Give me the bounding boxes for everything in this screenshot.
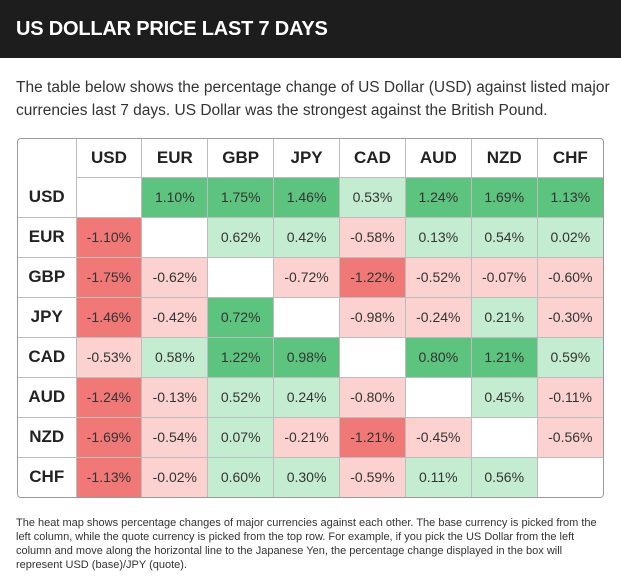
heatmap-cell-jpy-chf: -0.30% <box>536 296 603 338</box>
heatmap-cell-nzd-jpy: -0.21% <box>273 416 340 458</box>
heatmap-row-usd: USD 1.10% 1.75% 1.46% 0.53% 1.24% 1.69% 1.13% <box>18 176 603 218</box>
heatmap-row-jpy: JPY -1.46% -0.42% 0.72% -0.98% -0.24% 0.21% -0.… <box>18 296 603 338</box>
heatmap-cell-nzd-gbp: 0.07% <box>207 416 275 458</box>
heatmap-cell-gbp-jpy: -0.72% <box>273 256 340 298</box>
heatmap-cell-gbp-cad: -1.22% <box>339 256 406 298</box>
heatmap-cell-usd-nzd: 1.69% <box>470 176 538 218</box>
heatmap-cell-chf-chf <box>536 456 603 497</box>
column-header-cad: CAD <box>339 139 406 177</box>
heatmap-cell-usd-aud: 1.24% <box>404 176 472 218</box>
heatmap-row-eur: EUR -1.10% 0.62% 0.42% -0.58% 0.13% 0.54% 0.02% <box>18 216 603 258</box>
column-header-chf: CHF <box>536 139 603 177</box>
heatmap-cell-jpy-usd: -1.46% <box>75 296 143 338</box>
heatmap-cell-usd-jpy: 1.46% <box>273 176 340 218</box>
heatmap-cell-jpy-jpy <box>273 296 340 338</box>
heatmap-cell-nzd-eur: -0.54% <box>141 416 209 458</box>
heatmap-cell-jpy-nzd: 0.21% <box>470 296 538 338</box>
heatmap-cell-eur-gbp: 0.62% <box>207 216 275 258</box>
row-header-gbp: GBP <box>18 256 77 298</box>
heatmap-cell-gbp-chf: -0.60% <box>536 256 603 298</box>
heatmap-cell-nzd-chf: -0.56% <box>536 416 603 458</box>
row-header-aud: AUD <box>18 376 77 418</box>
heatmap-cell-chf-jpy: 0.30% <box>273 456 340 497</box>
heatmap-row-chf: CHF -1.13% -0.02% 0.60% 0.30% -0.59% 0.11% 0.56… <box>18 456 603 497</box>
heatmap-cell-jpy-aud: -0.24% <box>404 296 472 338</box>
heatmap-cell-chf-gbp: 0.60% <box>207 456 275 497</box>
heatmap-cell-aud-cad: -0.80% <box>339 376 406 418</box>
heatmap-cell-jpy-gbp: 0.72% <box>207 296 275 338</box>
heatmap-cell-nzd-usd: -1.69% <box>75 416 143 458</box>
column-header-aud: AUD <box>404 139 472 177</box>
column-header-jpy: JPY <box>273 139 340 177</box>
row-header-jpy: JPY <box>18 296 77 338</box>
column-header-eur: EUR <box>141 139 209 177</box>
heatmap-cell-usd-chf: 1.13% <box>536 176 603 218</box>
heatmap-cell-usd-gbp: 1.75% <box>207 176 275 218</box>
heatmap-cell-aud-gbp: 0.52% <box>207 376 275 418</box>
heatmap-cell-cad-aud: 0.80% <box>404 336 472 378</box>
heatmap-cell-cad-usd: -0.53% <box>75 336 143 378</box>
heatmap-cell-eur-jpy: 0.42% <box>273 216 340 258</box>
heatmap-cell-nzd-cad: -1.21% <box>339 416 406 458</box>
heatmap-cell-aud-nzd: 0.45% <box>470 376 538 418</box>
row-header-nzd: NZD <box>18 416 77 458</box>
currency-heatmap-table: USD EUR GBP JPY CAD AUD NZD CHF USD 1.10%… <box>18 139 603 497</box>
column-header-usd: USD <box>75 139 143 177</box>
heatmap-cell-cad-cad <box>339 336 406 378</box>
heatmap-cell-aud-chf: -0.11% <box>536 376 603 418</box>
intro-text: The table below shows the percentage cha… <box>16 79 610 119</box>
heatmap-cell-cad-chf: 0.59% <box>536 336 603 378</box>
heatmap-cell-cad-eur: 0.58% <box>141 336 209 378</box>
row-header-cad: CAD <box>18 336 77 378</box>
heatmap-corner-cell <box>18 139 77 177</box>
heatmap-cell-aud-eur: -0.13% <box>141 376 209 418</box>
heatmap-table-container: USD EUR GBP JPY CAD AUD NZD CHF USD 1.10%… <box>17 138 604 498</box>
heatmap-cell-gbp-aud: -0.52% <box>404 256 472 298</box>
heatmap-cell-chf-eur: -0.02% <box>141 456 209 497</box>
row-header-usd: USD <box>18 177 77 218</box>
heatmap-cell-aud-aud <box>404 376 472 418</box>
heatmap-cell-gbp-eur: -0.62% <box>141 256 209 298</box>
heatmap-cell-usd-cad: 0.53% <box>339 176 406 218</box>
heatmap-cell-gbp-gbp <box>207 256 275 298</box>
heatmap-row-nzd: NZD -1.69% -0.54% 0.07% -0.21% -1.21% -0.45% -0… <box>18 416 603 458</box>
page-header: US DOLLAR PRICE LAST 7 DAYS <box>0 0 621 58</box>
heatmap-cell-jpy-eur: -0.42% <box>141 296 209 338</box>
heatmap-cell-eur-nzd: 0.54% <box>470 216 538 258</box>
heatmap-cell-nzd-aud: -0.45% <box>404 416 472 458</box>
heatmap-row-aud: AUD -1.24% -0.13% 0.52% 0.24% -0.80% 0.45% -0.1… <box>18 376 603 418</box>
heatmap-row-gbp: GBP -1.75% -0.62% -0.72% -1.22% -0.52% -0.07% -… <box>18 256 603 298</box>
heatmap-cell-eur-usd: -1.10% <box>75 216 143 258</box>
heatmap-cell-eur-aud: 0.13% <box>404 216 472 258</box>
heatmap-cell-gbp-nzd: -0.07% <box>470 256 538 298</box>
heatmap-header-row: USD EUR GBP JPY CAD AUD NZD CHF <box>18 139 603 177</box>
heatmap-cell-usd-usd <box>75 176 143 218</box>
heatmap-row-cad: CAD -0.53% 0.58% 1.22% 0.98% 0.80% 1.21% 0.59% <box>18 336 603 378</box>
row-header-chf: CHF <box>18 456 77 497</box>
heatmap-cell-chf-aud: 0.11% <box>404 456 472 497</box>
heatmap-cell-cad-gbp: 1.22% <box>207 336 275 378</box>
heatmap-cell-chf-usd: -1.13% <box>75 456 143 497</box>
heatmap-cell-nzd-nzd <box>470 416 538 458</box>
footnote-text: The heat map shows percentage changes of… <box>16 517 597 571</box>
heatmap-cell-jpy-cad: -0.98% <box>339 296 406 338</box>
heatmap-cell-usd-eur: 1.10% <box>141 176 209 218</box>
heatmap-cell-eur-cad: -0.58% <box>339 216 406 258</box>
heatmap-cell-eur-chf: 0.02% <box>536 216 603 258</box>
heatmap-cell-aud-jpy: 0.24% <box>273 376 340 418</box>
heatmap-cell-gbp-usd: -1.75% <box>75 256 143 298</box>
heatmap-cell-cad-jpy: 0.98% <box>273 336 340 378</box>
column-header-nzd: NZD <box>470 139 538 177</box>
heatmap-cell-chf-nzd: 0.56% <box>470 456 538 497</box>
heatmap-cell-chf-cad: -0.59% <box>339 456 406 497</box>
column-header-gbp: GBP <box>207 139 275 177</box>
heatmap-cell-aud-usd: -1.24% <box>75 376 143 418</box>
heatmap-cell-eur-eur <box>141 216 209 258</box>
heatmap-cell-cad-nzd: 1.21% <box>470 336 538 378</box>
heatmap-body: USD 1.10% 1.75% 1.46% 0.53% 1.24% 1.69% 1.13% EU… <box>18 176 603 497</box>
page-title: US DOLLAR PRICE LAST 7 DAYS <box>16 17 328 40</box>
row-header-eur: EUR <box>18 216 77 258</box>
